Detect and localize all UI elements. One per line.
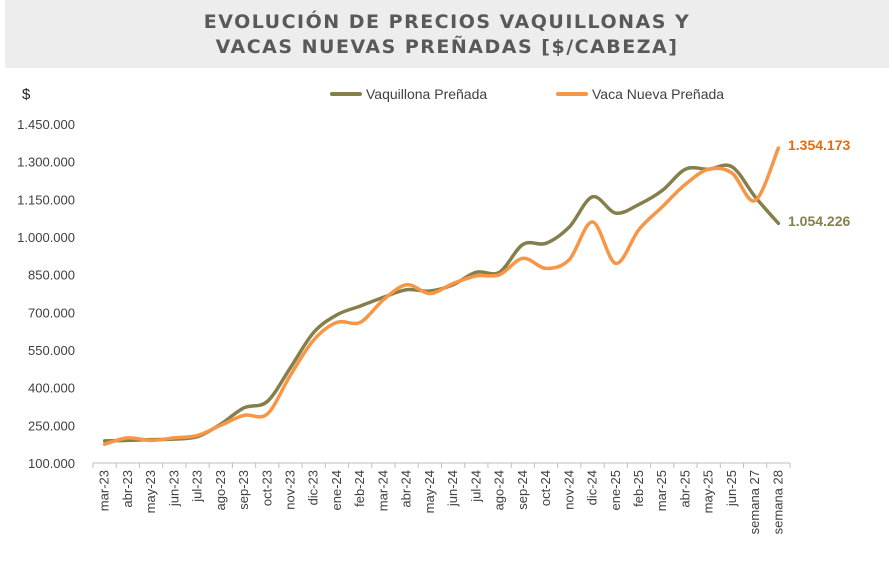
y-tick-label: 250.000 <box>28 418 75 433</box>
x-tick-label: ene-25 <box>608 470 623 510</box>
x-tick-label: jun-25 <box>724 470 739 507</box>
x-tick-label: nov-24 <box>561 470 576 510</box>
y-tick-label: 700.000 <box>28 305 75 320</box>
legend-item-vaca-nueva: Vaca Nueva Preñada <box>556 86 724 102</box>
x-tick-label: may-24 <box>422 470 437 513</box>
x-tick-label: semana 28 <box>770 470 785 534</box>
x-tick-label: nov-23 <box>282 470 297 510</box>
x-tick-label: abr-25 <box>677 470 692 508</box>
x-tick-label: semana 27 <box>747 470 762 534</box>
end-label-vaca-nueva: 1.354.173 <box>788 137 851 153</box>
x-tick-label: dic-24 <box>585 470 600 505</box>
legend-label-vaquillona: Vaquillona Preñada <box>366 86 488 102</box>
x-tick-label: may-25 <box>701 470 716 513</box>
x-tick-label: abr-23 <box>120 470 135 508</box>
chart-title: EVOLUCIÓN DE PRECIOS VAQUILLONAS Y VACAS… <box>5 10 889 60</box>
x-tick-label: sep-23 <box>236 470 251 510</box>
legend-swatch-vaquillona <box>330 92 362 96</box>
x-tick-label: mar-25 <box>654 470 669 511</box>
x-tick-label: ago-23 <box>213 470 228 510</box>
legend-label-vaca-nueva: Vaca Nueva Preñada <box>592 86 725 102</box>
x-tick-label: oct-24 <box>538 470 553 506</box>
legend-swatch-vaca-nueva <box>556 92 588 96</box>
y-tick-label: 100.000 <box>28 456 75 471</box>
x-tick-label: ago-24 <box>492 470 507 510</box>
x-tick-label: jul-24 <box>468 470 483 503</box>
x-tick-label: may-23 <box>143 470 158 513</box>
x-tick-label: abr-24 <box>399 470 414 508</box>
y-tick-label: 550.000 <box>28 343 75 358</box>
x-tick-label: mar-24 <box>375 470 390 511</box>
y-axis-label: $ <box>22 86 31 103</box>
title-band <box>5 0 889 68</box>
y-tick-label: 1.300.000 <box>17 155 75 170</box>
x-tick-label: ene-24 <box>329 470 344 510</box>
x-tick-label: jun-23 <box>166 470 181 507</box>
x-tick-label: jun-24 <box>445 470 460 507</box>
x-tick-label: feb-24 <box>352 470 367 507</box>
series-line-vaquillona <box>102 163 781 443</box>
chart-title-line-1: EVOLUCIÓN DE PRECIOS VAQUILLONAS Y <box>203 11 691 33</box>
x-tick-label: sep-24 <box>515 470 530 510</box>
y-tick-label: 1.450.000 <box>17 117 75 132</box>
x-tick-label: mar-23 <box>97 470 112 511</box>
legend-item-vaquillona: Vaquillona Preñada <box>330 86 487 102</box>
x-tick-label: feb-25 <box>631 470 646 507</box>
y-tick-label: 1.000.000 <box>17 230 75 245</box>
y-tick-label: 850.000 <box>28 268 75 283</box>
x-tick-label: dic-23 <box>306 470 321 505</box>
chart-title-line-2: VACAS NUEVAS PREÑADAS [$/CABEZA] <box>215 36 679 58</box>
end-label-vaquillona: 1.054.226 <box>788 213 851 229</box>
series-line-vaca-nueva <box>102 146 781 446</box>
y-tick-label: 400.000 <box>28 381 75 396</box>
y-tick-label: 1.150.000 <box>17 192 75 207</box>
x-tick-label: jul-23 <box>190 470 205 503</box>
x-tick-label: oct-23 <box>259 470 274 506</box>
